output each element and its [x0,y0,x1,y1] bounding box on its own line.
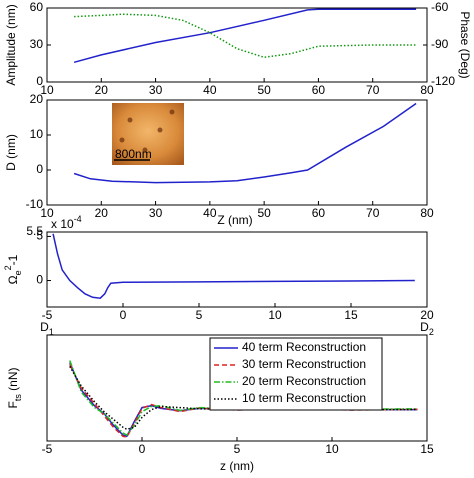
inset-label: 800nm [115,147,152,161]
data-line [73,8,417,64]
annotation-part: D [40,320,49,334]
axis-multiplier-part: -4 [74,214,82,224]
y-axis-label-part: F [6,401,20,408]
x-tick-label: 0 [120,308,127,322]
x-axis-label: Z (nm) [217,213,252,227]
inset-spot [169,109,175,115]
inset-spot [142,147,148,153]
y-axis-label-part: 2 [3,265,13,270]
y2-axis-label: Phase (Deg) [458,11,472,78]
y2-tick-label: -120 [431,74,455,88]
axes-frame [46,231,428,308]
y-tick-label: 5.5 [26,224,43,238]
y2-tick-label: -90 [431,37,449,51]
x-tick-label: 80 [420,83,434,97]
y-axis-label: Amplitude (nm) [4,4,18,85]
data-line [69,360,418,437]
x-tick-label: 15 [344,308,358,322]
axis-multiplier-part: x 10 [51,217,74,231]
y-tick-label: 30 [30,37,44,51]
x-tick-label: 20 [95,206,109,220]
y-axis-label: Fts (nN) [6,367,23,408]
inset-spot [127,117,133,123]
annotation: D1 [40,320,54,337]
y-axis-label-part: ts [13,394,23,402]
y-axis-label-part: Ω [6,275,20,284]
legend-label: 20 term Reconstruction [242,374,366,388]
x-tick-label: -5 [42,308,53,322]
data-line [73,102,417,184]
y-tick-label: 20 [30,92,44,106]
x-tick-label: 5 [234,442,241,456]
axis-multiplier: x 10-4 [51,214,82,231]
y-tick-label: 0 [36,162,43,176]
x-tick-label: 10 [268,308,282,322]
x-tick-label: 15 [420,442,434,456]
y-axis-label: Ωe2-1 [3,254,23,284]
y-axis-label-part: -1 [6,254,20,265]
data-line [74,13,417,59]
y-tick-label: -10 [26,197,44,211]
axes-frame [46,99,428,206]
y-axis-label-part: (nN) [6,367,20,394]
x-tick-label: 40 [203,206,217,220]
x-tick-label: -5 [42,442,53,456]
data-line [69,366,418,430]
annotation-part: 1 [49,327,54,337]
x-tick-label: 60 [312,83,326,97]
y-axis-label-part: e [13,270,23,275]
x-tick-label: 20 [420,308,434,322]
x-tick-label: 10 [40,83,54,97]
y-tick-label: 60 [30,0,44,14]
y-tick-label: 0 [36,273,43,287]
legend-label: 40 term Reconstruction [242,340,366,354]
x-tick-label: 80 [420,206,434,220]
y-tick-label: 10 [30,127,44,141]
y-axis-label: D (nm) [4,134,18,171]
legend-box [209,337,383,411]
x-tick-label: 70 [366,206,380,220]
x-tick-label: 60 [312,206,326,220]
inset-spot [119,137,125,143]
x-tick-label: 70 [366,83,380,97]
x-tick-label: 5 [196,308,203,322]
axes-frame [46,7,428,83]
x-tick-label: 40 [203,83,217,97]
x-tick-label: 20 [95,83,109,97]
x-tick-label: 10 [40,206,54,220]
annotation-part: D [420,320,429,334]
x-tick-label: 30 [149,206,163,220]
inset-spot [157,127,163,133]
x-axis-label: z (nm) [220,459,254,473]
y-tick-label: 5 [36,229,43,243]
legend-label: 30 term Reconstruction [242,357,366,371]
y2-tick-label: -60 [431,0,449,14]
x-tick-label: 0 [139,442,146,456]
x-tick-label: 50 [257,83,271,97]
data-line [52,233,415,299]
legend-label: 10 term Reconstruction [242,391,366,405]
annotation: D2 [420,320,434,337]
annotation-part: 2 [429,327,434,337]
x-tick-label: 10 [325,442,339,456]
x-tick-label: 30 [149,83,163,97]
y-tick-label: 0 [36,74,43,88]
x-tick-label: 50 [257,206,271,220]
